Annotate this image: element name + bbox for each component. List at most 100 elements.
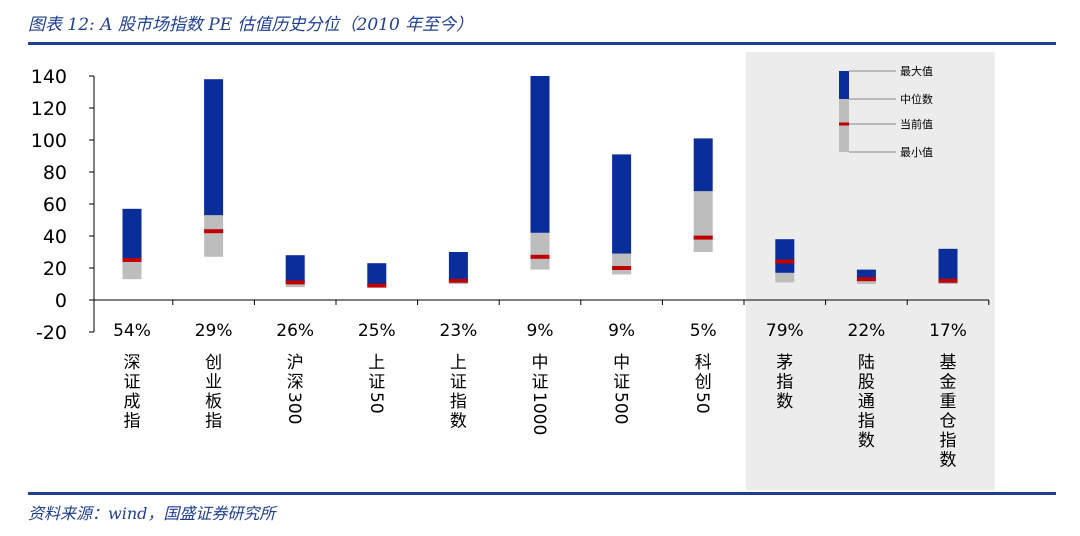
- category-label-char: 茅: [776, 353, 793, 373]
- percentile-label: 9%: [527, 321, 554, 341]
- category-label-char: 证: [532, 373, 549, 393]
- category-label-digits: 50: [692, 392, 712, 414]
- category-label-digits: 300: [284, 392, 304, 424]
- bar-lower-6: [612, 253, 632, 275]
- category-label-char: 重: [940, 392, 957, 412]
- category-label-char: 基: [940, 353, 957, 373]
- current-marker-4: [448, 278, 468, 283]
- current-marker-3: [367, 283, 387, 288]
- category-label-char: 深: [287, 373, 304, 393]
- category-label-char: 指: [450, 392, 467, 412]
- current-marker-8: [775, 259, 795, 264]
- y-tick-label: 80: [43, 162, 67, 184]
- category-label-char: 中: [532, 353, 549, 373]
- category-label-char: 陆: [858, 353, 875, 373]
- y-tick-label: 0: [55, 290, 67, 312]
- category-label-char: 指: [776, 373, 793, 393]
- category-label-char: 成: [124, 392, 141, 412]
- current-marker-5: [530, 254, 550, 259]
- category-label-char: 中: [613, 353, 630, 373]
- category-label-char: 业: [205, 373, 222, 393]
- current-marker-10: [938, 278, 958, 283]
- current-marker-0: [122, 258, 142, 262]
- bar-lower-1: [204, 215, 224, 257]
- category-label: 茅指数: [776, 353, 793, 412]
- bar-upper-10: [938, 248, 958, 280]
- category-label-char: 创: [695, 373, 712, 393]
- category-label-char: 指: [858, 412, 875, 432]
- category-label-char: 创: [205, 353, 222, 373]
- y-tick-label: 40: [43, 226, 67, 248]
- current-marker-2: [285, 280, 305, 285]
- y-tick-label: 100: [31, 130, 67, 152]
- legend-label: 当前值: [900, 117, 933, 131]
- y-tick-label: 120: [31, 98, 67, 120]
- bar-lower-8: [775, 272, 795, 283]
- category-label-char: 仓: [940, 412, 957, 432]
- bar-lower-2: [285, 282, 305, 288]
- category-label-char: 数: [858, 431, 875, 451]
- category-label-char: 证: [124, 373, 141, 393]
- y-tick-label: 60: [43, 194, 67, 216]
- bar-upper-2: [285, 255, 305, 283]
- bar-lower-7: [693, 191, 713, 252]
- bar-upper-0: [122, 208, 142, 262]
- category-label-char: 数: [450, 412, 467, 432]
- bar-upper-4: [448, 252, 468, 281]
- y-tick-label: -20: [36, 322, 67, 344]
- category-label-char: 板: [205, 392, 222, 412]
- y-tick-label: 140: [31, 66, 67, 88]
- percentile-label: 22%: [848, 321, 886, 341]
- current-marker-1: [204, 229, 224, 234]
- category-label-char: 上: [450, 353, 467, 373]
- category-label-char: 股: [858, 373, 875, 393]
- current-marker-9: [856, 277, 876, 282]
- legend-label: 最大值: [900, 64, 933, 78]
- category-label-char: 科: [695, 353, 712, 373]
- category-label-digits: 1000: [529, 392, 549, 435]
- category-label-char: 指: [940, 431, 957, 451]
- category-label-digits: 500: [611, 392, 631, 424]
- category-label-char: 指: [205, 412, 222, 432]
- bar-upper-7: [693, 138, 713, 192]
- category-label-char: 上: [368, 353, 385, 373]
- percentile-label: 54%: [113, 321, 151, 341]
- percentile-label: 5%: [690, 321, 717, 341]
- legend-swatch-current: [839, 122, 849, 126]
- percentile-label: 9%: [608, 321, 635, 341]
- category-label-char: 通: [858, 392, 875, 412]
- percentile-label: 79%: [766, 321, 804, 341]
- top-rule: [28, 42, 1056, 45]
- y-tick-label: 20: [43, 258, 67, 280]
- bar-upper-3: [367, 263, 387, 286]
- bar-lower-5: [530, 232, 550, 270]
- category-label-char: 证: [368, 373, 385, 393]
- legend-label: 最小值: [900, 146, 933, 159]
- category-label-char: 数: [776, 392, 793, 412]
- percentile-label: 29%: [195, 321, 233, 341]
- percentile-label: 26%: [276, 321, 314, 341]
- percentile-label: 23%: [440, 321, 478, 341]
- category-label-char: 证: [450, 373, 467, 393]
- percentile-label: 25%: [358, 321, 396, 341]
- legend-label: 中位数: [900, 92, 933, 106]
- legend-swatch-upper: [839, 71, 849, 99]
- bar-upper-1: [204, 79, 224, 216]
- current-marker-7: [693, 235, 713, 240]
- bar-lower-0: [122, 261, 142, 280]
- bar-upper-5: [530, 76, 550, 233]
- percentile-label: 17%: [929, 321, 967, 341]
- category-label-char: 证: [613, 373, 630, 393]
